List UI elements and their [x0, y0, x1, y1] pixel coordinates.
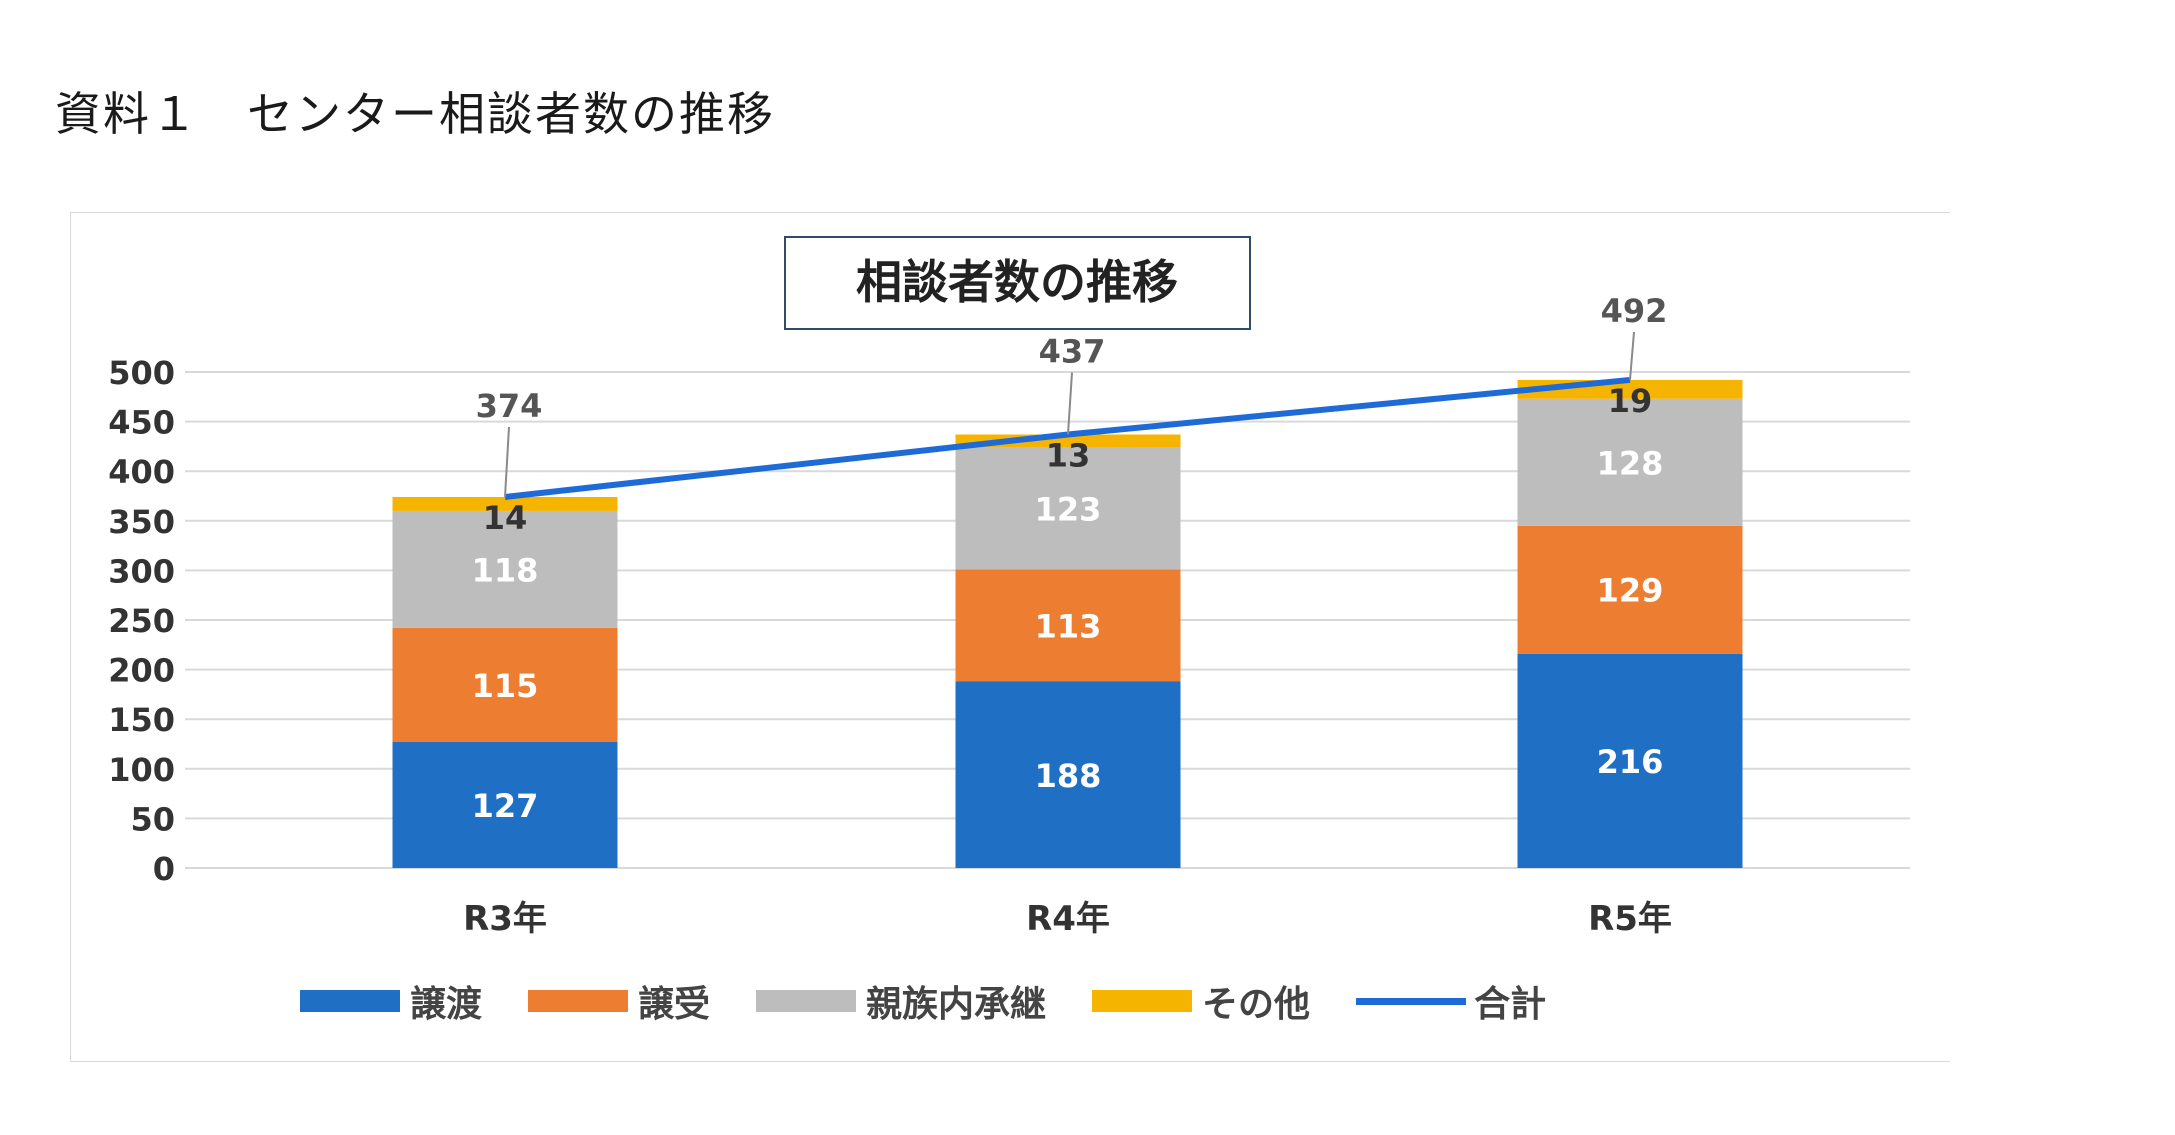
y-tick-label: 250	[108, 602, 175, 640]
legend-label: 譲受	[638, 984, 711, 1025]
bar-segment	[392, 742, 618, 868]
bar-segment	[955, 681, 1181, 868]
legend-label: 譲渡	[410, 984, 483, 1025]
y-tick-label: 200	[108, 652, 175, 690]
y-tick-label: 400	[108, 453, 175, 491]
legend-label: 合計	[1474, 984, 1547, 1025]
total-label: 492	[1601, 292, 1668, 330]
data-label: 14	[483, 499, 528, 537]
y-tick-label: 50	[130, 800, 175, 838]
legend-item-jouju: 譲受	[528, 975, 710, 1027]
bar-segment	[955, 569, 1181, 682]
leader-line	[504, 426, 510, 498]
legend-label: 親族内承継	[866, 984, 1047, 1025]
total-line-layer: 374 437 492	[476, 292, 1668, 500]
data-label: 127	[472, 787, 539, 825]
legend-swatch	[528, 990, 629, 1012]
bar-segment	[1517, 398, 1743, 526]
legend-item-sonota: その他	[1092, 975, 1310, 1027]
y-tick-label: 500	[108, 354, 175, 392]
x-tick-label: R3年	[463, 899, 547, 939]
data-label: 118	[472, 551, 539, 589]
total-label: 437	[1039, 332, 1106, 370]
leader-line	[1067, 372, 1073, 435]
legend-swatch	[300, 990, 400, 1012]
legend-swatch	[756, 990, 857, 1012]
bar-segment	[1517, 525, 1743, 654]
total-label: 374	[476, 387, 543, 425]
chart-title-box	[784, 236, 1251, 330]
bar-segment	[392, 496, 618, 511]
bar-segment	[392, 510, 618, 628]
data-label: 13	[1046, 436, 1091, 474]
y-axis-ticks: 0 50 100 150 200 250 300 350 400 450 500	[108, 354, 175, 888]
bar-segment	[1517, 653, 1743, 868]
x-tick-label: R5年	[1588, 899, 1672, 939]
legend-swatch	[1092, 990, 1193, 1012]
y-tick-label: 100	[108, 751, 175, 789]
leader-line	[1629, 331, 1635, 381]
data-label: 128	[1597, 444, 1664, 482]
data-label: 129	[1597, 572, 1664, 610]
y-tick-label: 0	[153, 850, 175, 888]
legend: 譲渡 譲受 親族内承継 その他 合計	[300, 975, 1592, 1027]
y-tick-label: 450	[108, 404, 175, 442]
x-tick-label: R4年	[1026, 899, 1110, 939]
chart-title: 相談者数の推移	[856, 255, 1178, 309]
legend-label: その他	[1202, 984, 1311, 1025]
data-label: 216	[1597, 743, 1664, 781]
y-tick-label: 350	[108, 503, 175, 541]
data-label: 123	[1035, 490, 1102, 528]
legend-item-jouto: 譲渡	[300, 975, 482, 1027]
data-label: 113	[1035, 607, 1102, 645]
data-label: 115	[472, 667, 539, 705]
y-tick-label: 300	[108, 552, 175, 590]
bar-segment	[392, 627, 618, 743]
data-label: 188	[1035, 757, 1102, 795]
bar-segment	[955, 434, 1181, 448]
legend-item-shinzoku: 親族内承継	[756, 975, 1046, 1027]
bar-segment	[955, 447, 1181, 570]
legend-item-total: 合計	[1356, 975, 1546, 1027]
x-axis-ticks: R3年 R4年 R5年	[463, 899, 1672, 939]
document-heading: 資料１ センター相談者数の推移	[55, 87, 775, 141]
bars: 127 115 118 14 188 113 123 13 216 129 128 19	[392, 379, 1743, 868]
legend-line-swatch	[1356, 997, 1467, 1005]
chart-title-group: 相談者数の推移	[784, 236, 1251, 330]
y-tick-label: 150	[108, 701, 175, 739]
data-label: 19	[1608, 382, 1653, 420]
